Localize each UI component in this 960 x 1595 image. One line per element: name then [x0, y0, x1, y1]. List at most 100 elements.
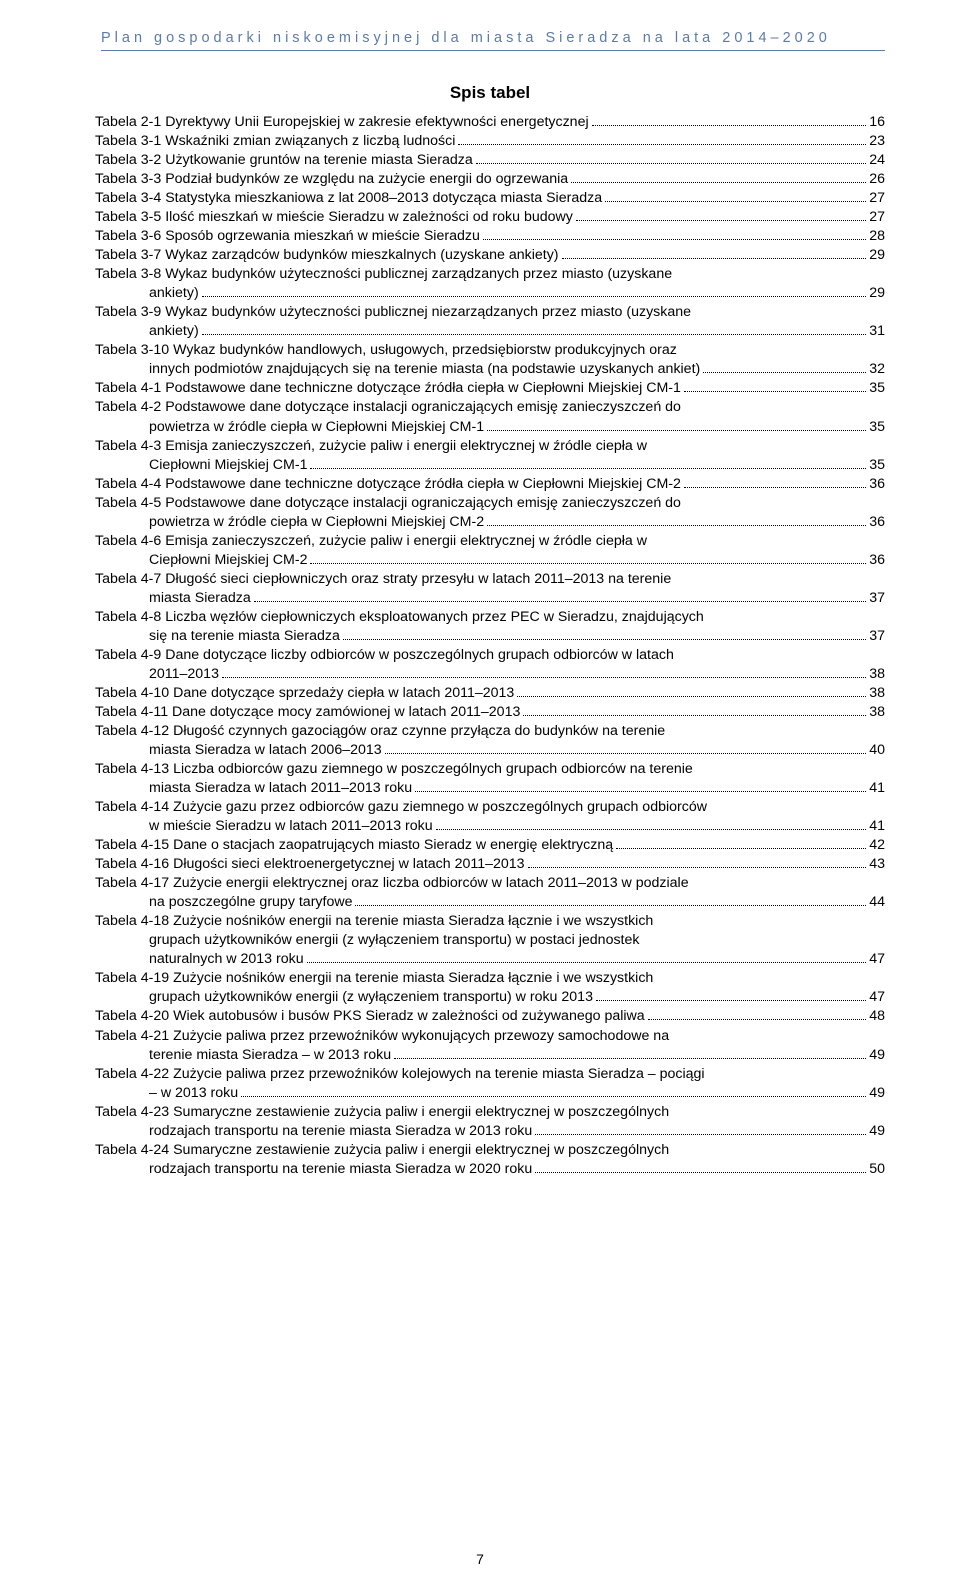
toc-entry-text: Tabela 4-20 Wiek autobusów i busów PKS S…: [95, 1007, 645, 1026]
toc-entry-page: 49: [869, 1084, 885, 1103]
toc-entry: Tabela 3-7 Wykaz zarządców budynków mies…: [95, 246, 885, 265]
toc-entry-text: naturalnych w 2013 roku: [149, 950, 304, 969]
toc-entry-page: 27: [869, 208, 885, 227]
toc-entry-text: Tabela 3-1 Wskaźniki zmian związanych z …: [95, 132, 455, 151]
toc-entry-text: Ciepłowni Miejskiej CM-1: [149, 456, 307, 475]
header-block: Plan gospodarki niskoemisyjnej dla miast…: [95, 30, 885, 51]
toc-entry-text: Tabela 3-6 Sposób ogrzewania mieszkań w …: [95, 227, 480, 246]
toc-entry-continuation: Tabela 4-7 Długość sieci ciepłowniczych …: [95, 570, 885, 589]
toc-entry-continuation: Tabela 4-18 Zużycie nośników energii na …: [95, 912, 885, 931]
toc-entry: Tabela 3-3 Podział budynków ze względu n…: [95, 170, 885, 189]
toc-entry-text: ankiety): [149, 284, 199, 303]
toc-entry-text: Tabela 3-7 Wykaz zarządców budynków mies…: [95, 246, 559, 265]
toc-entry-page: 49: [869, 1122, 885, 1141]
toc-entry-text: 2011–2013: [149, 665, 219, 684]
toc-entry-continuation: Tabela 4-8 Liczba węzłów ciepłowniczych …: [95, 608, 885, 627]
toc-entry: w mieście Sieradzu w latach 2011–2013 ro…: [95, 817, 885, 836]
toc-entry-text: Tabela 4-4 Podstawowe dane techniczne do…: [95, 475, 681, 494]
toc-entry-page: 50: [869, 1160, 885, 1179]
toc-entry-page: 48: [869, 1007, 885, 1026]
toc-entry: Tabela 3-2 Użytkowanie gruntów na tereni…: [95, 151, 885, 170]
toc-entry-page: 38: [869, 684, 885, 703]
toc-entry: miasta Sieradza w latach 2011–2013 roku4…: [95, 779, 885, 798]
toc-entry: Tabela 4-1 Podstawowe dane techniczne do…: [95, 379, 885, 398]
toc-leader-dots: [202, 323, 867, 335]
toc-entry-page: 36: [869, 513, 885, 532]
toc-entry-page: 29: [869, 246, 885, 265]
toc-entry-continuation: Tabela 4-19 Zużycie nośników energii na …: [95, 969, 885, 988]
toc-entry-text: na poszczególne grupy taryfowe: [149, 893, 352, 912]
toc-entry-page: 24: [869, 151, 885, 170]
toc-leader-dots: [241, 1085, 866, 1097]
toc-entry-text: miasta Sieradza w latach 2011–2013 roku: [149, 779, 412, 798]
toc-entry-continuation: Tabela 4-17 Zużycie energii elektrycznej…: [95, 874, 885, 893]
toc-entry-text: Tabela 4-16 Długości sieci elektroenerge…: [95, 855, 525, 874]
toc-leader-dots: [458, 133, 866, 145]
toc-leader-dots: [648, 1008, 867, 1020]
toc-leader-dots: [616, 837, 866, 849]
toc-entry-page: 28: [869, 227, 885, 246]
toc-entry-page: 16: [869, 113, 885, 132]
toc-entry-page: 44: [869, 893, 885, 912]
toc-entry: powietrza w źródle ciepła w Ciepłowni Mi…: [95, 513, 885, 532]
toc-entry-continuation: Tabela 4-3 Emisja zanieczyszczeń, zużyci…: [95, 437, 885, 456]
toc-entry-text: w mieście Sieradzu w latach 2011–2013 ro…: [149, 817, 433, 836]
toc-entry-page: 38: [869, 665, 885, 684]
toc-entry-page: 36: [869, 475, 885, 494]
toc-leader-dots: [562, 247, 867, 259]
toc-entry-page: 35: [869, 379, 885, 398]
toc-entry: 2011–2013 38: [95, 665, 885, 684]
toc-entry-continuation: Tabela 4-9 Dane dotyczące liczby odbiorc…: [95, 646, 885, 665]
toc-leader-dots: [596, 989, 866, 1001]
toc-entry-text: Tabela 3-5 Ilość mieszkań w mieście Sier…: [95, 208, 573, 227]
list-of-tables: Tabela 2-1 Dyrektywy Unii Europejskiej w…: [95, 113, 885, 1179]
toc-entry: Tabela 4-10 Dane dotyczące sprzedaży cie…: [95, 684, 885, 703]
toc-entry-text: się na terenie miasta Sieradza: [149, 627, 340, 646]
toc-entry-text: innych podmiotów znajdujących się na ter…: [149, 360, 700, 379]
toc-leader-dots: [415, 780, 866, 792]
toc-entry-page: 41: [869, 817, 885, 836]
toc-leader-dots: [535, 1123, 866, 1135]
toc-entry: Ciepłowni Miejskiej CM-236: [95, 551, 885, 570]
toc-entry-page: 38: [869, 703, 885, 722]
toc-entry-continuation: Tabela 4-21 Zużycie paliwa przez przewoź…: [95, 1027, 885, 1046]
toc-entry-continuation: Tabela 3-9 Wykaz budynków użyteczności p…: [95, 303, 885, 322]
running-head: Plan gospodarki niskoemisyjnej dla miast…: [101, 30, 885, 48]
toc-leader-dots: [310, 552, 866, 564]
toc-entry-page: 43: [869, 855, 885, 874]
toc-entry-continuation: Tabela 4-5 Podstawowe dane dotyczące ins…: [95, 494, 885, 513]
toc-entry-text: – w 2013 roku: [149, 1084, 238, 1103]
toc-entry: Ciepłowni Miejskiej CM-1 35: [95, 456, 885, 475]
toc-leader-dots: [535, 1161, 866, 1173]
toc-entry-page: 42: [869, 836, 885, 855]
toc-entry: rodzajach transportu na terenie miasta S…: [95, 1122, 885, 1141]
toc-leader-dots: [307, 951, 867, 963]
toc-entry-page: 37: [869, 589, 885, 608]
toc-entry: innych podmiotów znajdujących się na ter…: [95, 360, 885, 379]
page: Plan gospodarki niskoemisyjnej dla miast…: [0, 0, 960, 1595]
toc-entry: – w 2013 roku 49: [95, 1084, 885, 1103]
toc-leader-dots: [703, 361, 866, 373]
toc-entry: Tabela 3-1 Wskaźniki zmian związanych z …: [95, 132, 885, 151]
toc-entry-text: Tabela 3-3 Podział budynków ze względu n…: [95, 170, 568, 189]
toc-entry: na poszczególne grupy taryfowe 44: [95, 893, 885, 912]
toc-entry: Tabela 4-11 Dane dotyczące mocy zamówion…: [95, 703, 885, 722]
toc-leader-dots: [592, 114, 867, 126]
toc-entry: Tabela 4-16 Długości sieci elektroenerge…: [95, 855, 885, 874]
toc-entry: miasta Sieradza37: [95, 589, 885, 608]
toc-entry-page: 27: [869, 189, 885, 208]
toc-entry-text: grupach użytkowników energii (z wyłączen…: [149, 988, 593, 1007]
toc-leader-dots: [576, 209, 866, 221]
toc-entry-page: 35: [869, 456, 885, 475]
toc-leader-dots: [571, 171, 866, 183]
toc-entry-text: powietrza w źródle ciepła w Ciepłowni Mi…: [149, 513, 484, 532]
toc-leader-dots: [487, 418, 866, 430]
toc-entry-page: 35: [869, 418, 885, 437]
toc-entry: Tabela 2-1 Dyrektywy Unii Europejskiej w…: [95, 113, 885, 132]
toc-entry-continuation: Tabela 3-8 Wykaz budynków użyteczności p…: [95, 265, 885, 284]
toc-leader-dots: [310, 457, 866, 469]
toc-entry-page: 40: [869, 741, 885, 760]
toc-entry-continuation: Tabela 4-24 Sumaryczne zestawienie zużyc…: [95, 1141, 885, 1160]
toc-entry-page: 29: [869, 284, 885, 303]
toc-entry-page: 47: [869, 950, 885, 969]
